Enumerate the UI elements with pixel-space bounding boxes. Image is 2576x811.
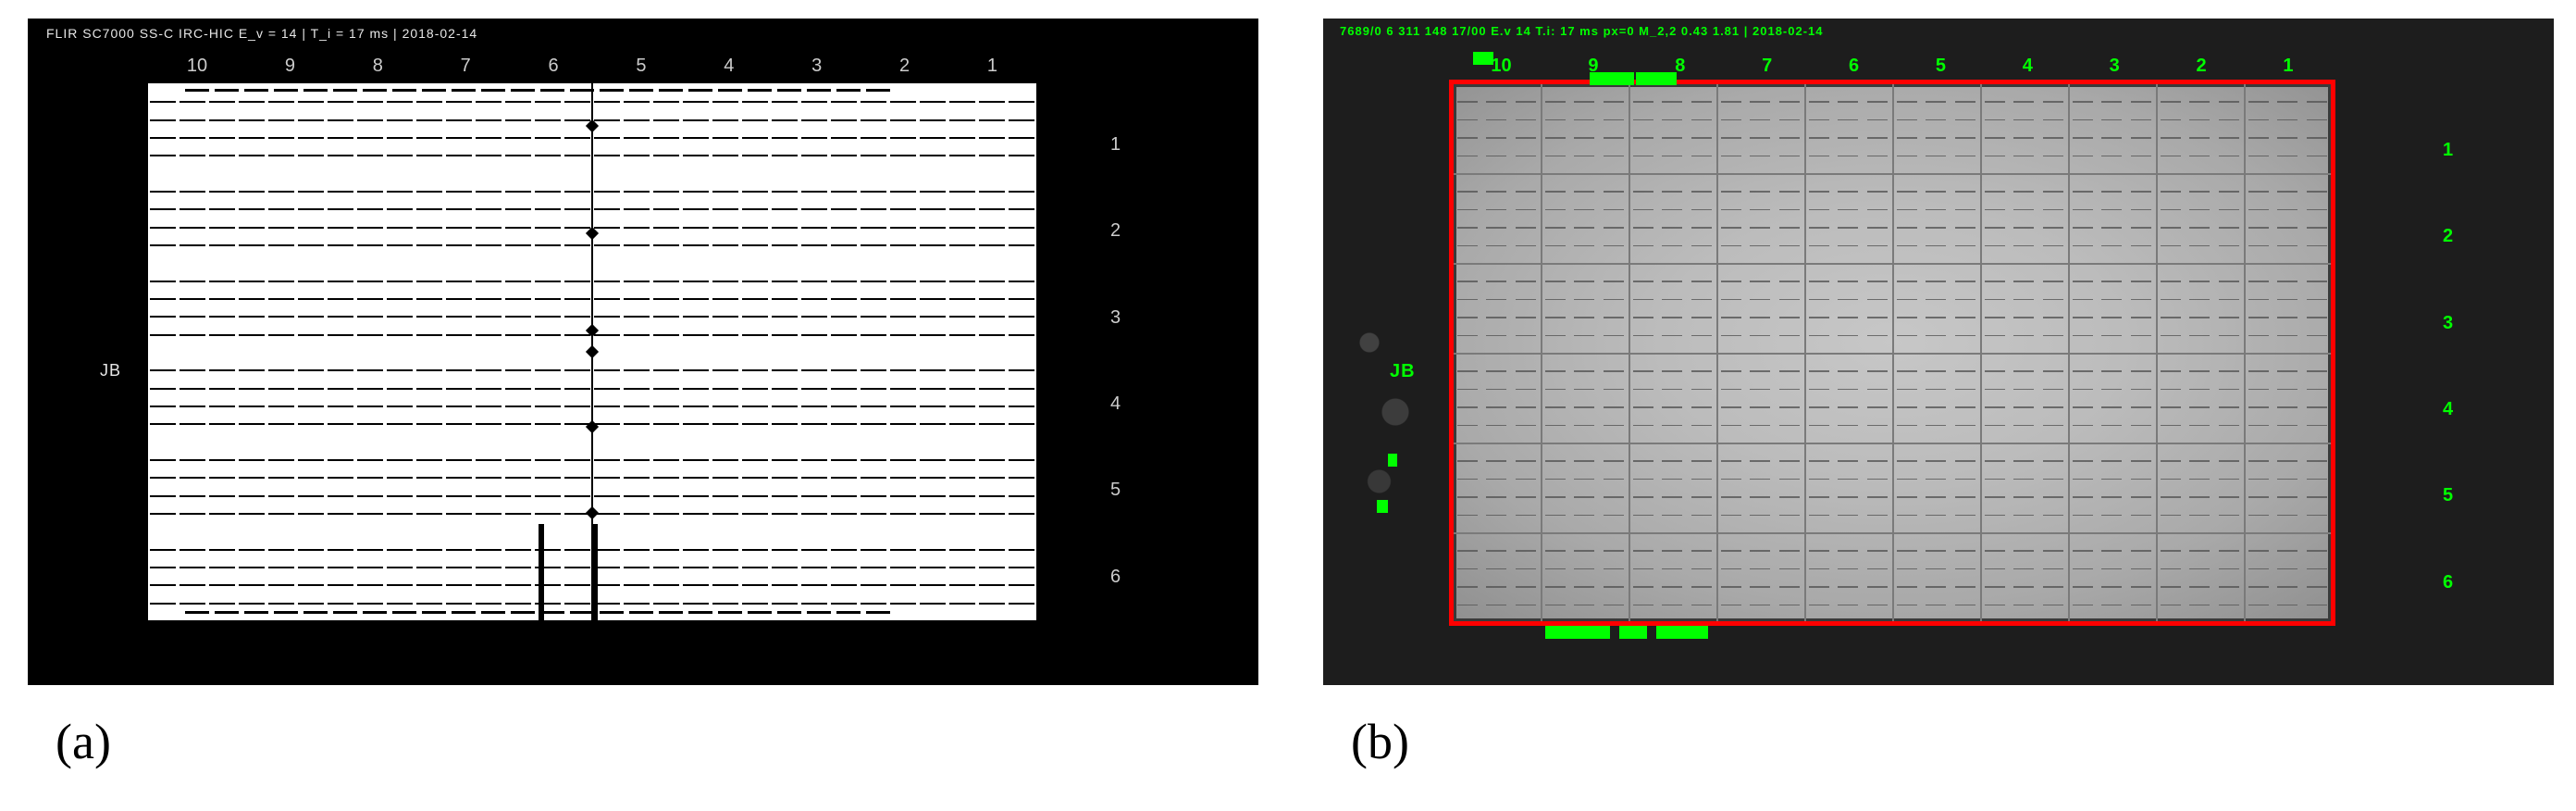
panel-b-col-labels: 10987654321 [1453, 56, 2332, 77]
axis-label: 7 [461, 56, 471, 77]
panel-a-module-area [148, 83, 1036, 620]
panel-a-row-labels: 1 2 3 4 5 6 [1110, 102, 1121, 620]
detection-mark [1388, 454, 1397, 467]
seam-node [586, 345, 599, 358]
axis-label: 5 [1110, 480, 1121, 501]
seam-node [586, 420, 599, 433]
panel-b-header: 7689/0 6 311 148 17/00 E.v 14 T.i: 17 ms… [1340, 24, 1824, 38]
axis-label: 7 [1762, 56, 1772, 77]
detection-mark [1636, 72, 1677, 85]
axis-label: 2 [1110, 220, 1121, 242]
axis-label: 4 [2443, 399, 2453, 420]
axis-label: 10 [1491, 56, 1511, 77]
figure-two-panel: FLIR SC7000 SS-C IRC-HIC E_v = 14 | T_i … [0, 0, 2576, 811]
axis-label: 6 [2443, 572, 2453, 593]
threshold-notch [539, 524, 544, 620]
panel-a-col-labels: 10 9 8 7 6 5 4 3 2 1 [148, 56, 1036, 77]
detection-mark [1619, 626, 1647, 639]
axis-label: 4 [1110, 393, 1121, 415]
panel-b: 7689/0 6 311 148 17/00 E.v 14 T.i: 17 ms… [1323, 19, 2554, 685]
detection-mark [1377, 500, 1388, 513]
panel-b-caption: (b) [1351, 713, 1409, 770]
panel-a-header: FLIR SC7000 SS-C IRC-HIC E_v = 14 | T_i … [46, 26, 477, 41]
axis-label: 4 [2023, 56, 2033, 77]
panel-b-side-texture [1356, 259, 1421, 537]
axis-label: 1 [2443, 140, 2453, 161]
axis-label: 10 [187, 56, 207, 77]
detection-mark [1473, 52, 1493, 65]
axis-label: 6 [1110, 567, 1121, 588]
axis-label: 6 [549, 56, 559, 77]
threshold-notch [592, 524, 598, 620]
panel-a-jb-label: JB [100, 361, 121, 381]
seam-node [586, 119, 599, 132]
axis-label: 4 [724, 56, 734, 77]
axis-label: 5 [1936, 56, 1946, 77]
panel-a-caption: (a) [56, 713, 111, 770]
axis-label: 1 [987, 56, 997, 77]
detection-mark [1590, 72, 1634, 85]
axis-label: 3 [811, 56, 822, 77]
axis-label: 6 [1849, 56, 1859, 77]
axis-label: 2 [899, 56, 910, 77]
axis-label: 9 [285, 56, 295, 77]
axis-label: 1 [2283, 56, 2293, 77]
detection-mark [1545, 626, 1610, 639]
axis-label: 1 [1110, 134, 1121, 156]
panel-b-row-labels: 1 2 3 4 5 6 [2443, 107, 2453, 626]
axis-label: 8 [373, 56, 383, 77]
panel-b-module-area [1453, 83, 2332, 622]
axis-label: 5 [2443, 485, 2453, 506]
axis-label: 3 [2443, 313, 2453, 334]
axis-label: 2 [2197, 56, 2207, 77]
axis-label: 5 [636, 56, 646, 77]
axis-label: 2 [2443, 226, 2453, 247]
panel-a: FLIR SC7000 SS-C IRC-HIC E_v = 14 | T_i … [28, 19, 1258, 685]
detection-mark [1656, 626, 1708, 639]
seam-node [586, 506, 599, 519]
seam-node [586, 227, 599, 240]
axis-label: 3 [2110, 56, 2120, 77]
axis-label: 3 [1110, 307, 1121, 329]
